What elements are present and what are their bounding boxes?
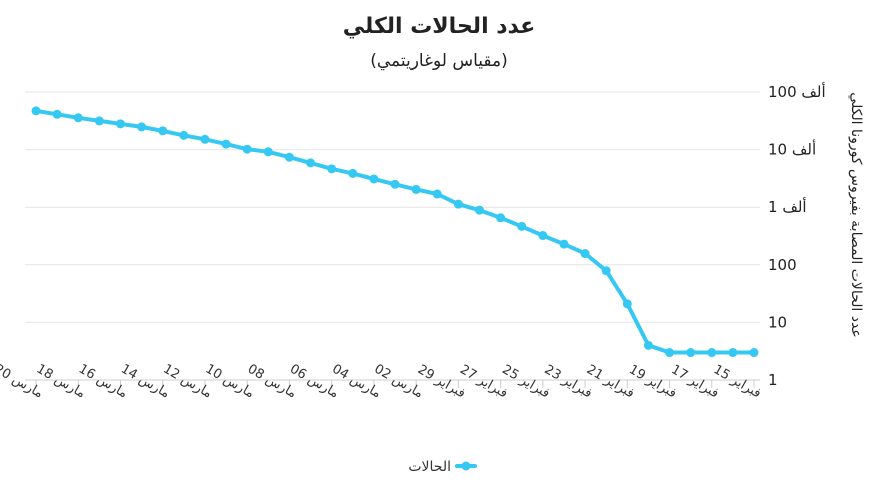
y-axis-ticks: 1 10 100 1 ألف 10 ألف 100 ألف xyxy=(768,82,826,389)
data-point[interactable] xyxy=(432,189,442,199)
data-point[interactable] xyxy=(601,266,611,276)
data-point[interactable] xyxy=(411,184,421,194)
data-point[interactable] xyxy=(284,152,294,162)
data-point[interactable] xyxy=(327,164,337,174)
data-point[interactable] xyxy=(115,119,125,129)
y-tick-label: 100 ألف xyxy=(768,82,826,101)
data-point[interactable] xyxy=(390,179,400,189)
data-point[interactable] xyxy=(665,348,675,358)
data-point[interactable] xyxy=(453,199,463,209)
data-point[interactable] xyxy=(728,348,738,358)
legend-marker-icon xyxy=(461,461,471,471)
data-point[interactable] xyxy=(517,221,527,231)
data-point[interactable] xyxy=(73,113,83,123)
y-tick-label: 10 ألف xyxy=(768,140,816,159)
y-tick-label: 10 xyxy=(768,313,787,331)
chart-title: عدد الحالات الكلي xyxy=(343,14,536,39)
data-point[interactable] xyxy=(94,116,104,126)
data-point[interactable] xyxy=(686,348,696,358)
data-point[interactable] xyxy=(559,239,569,249)
data-point[interactable] xyxy=(580,249,590,259)
legend-label: الحالات xyxy=(408,459,451,475)
y-tick-label: 1 xyxy=(768,371,778,389)
data-point[interactable] xyxy=(474,205,484,215)
data-point[interactable] xyxy=(221,139,231,149)
data-point[interactable] xyxy=(31,106,41,116)
data-point[interactable] xyxy=(348,168,358,178)
data-point[interactable] xyxy=(707,348,717,358)
data-point[interactable] xyxy=(643,340,653,350)
data-point[interactable] xyxy=(263,147,273,157)
series-layer xyxy=(31,106,759,358)
data-point[interactable] xyxy=(306,158,316,168)
gridlines xyxy=(25,91,760,381)
chart-subtitle: (مقياس لوغاريتمي) xyxy=(370,51,508,71)
data-point[interactable] xyxy=(369,174,379,184)
data-point[interactable] xyxy=(749,348,759,358)
y-tick-label: 100 xyxy=(768,256,797,274)
data-point[interactable] xyxy=(622,299,632,309)
y-axis-label: عدد الحالات المصابة بفيروس كورونا الكلي xyxy=(848,92,864,337)
data-point[interactable] xyxy=(496,213,506,223)
data-point[interactable] xyxy=(52,109,62,119)
data-point[interactable] xyxy=(158,126,168,136)
data-point[interactable] xyxy=(179,130,189,140)
data-point[interactable] xyxy=(200,134,210,144)
legend[interactable]: الحالات xyxy=(408,459,477,475)
data-point[interactable] xyxy=(242,144,252,154)
data-point[interactable] xyxy=(538,231,548,241)
data-point[interactable] xyxy=(137,122,147,132)
y-tick-label: 1 ألف xyxy=(768,197,807,216)
